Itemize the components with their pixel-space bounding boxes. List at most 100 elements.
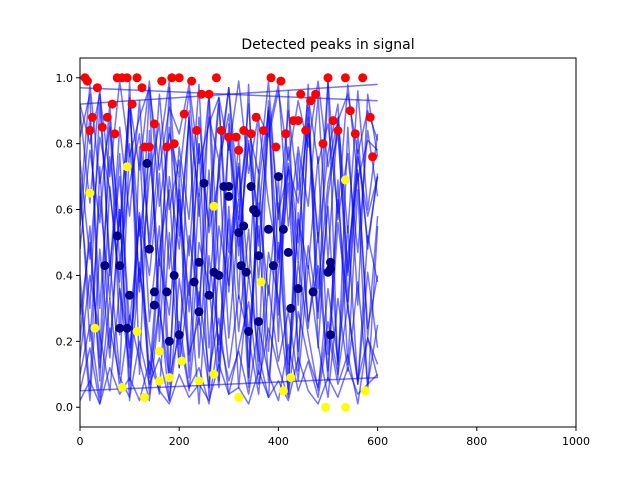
peak-marker-mid-8 bbox=[144, 244, 154, 254]
peak-marker-high-36 bbox=[281, 129, 291, 139]
peak-marker-high-10 bbox=[122, 73, 132, 83]
signal-line-13 bbox=[80, 80, 379, 178]
peak-markers bbox=[80, 73, 378, 412]
peak-marker-high-23 bbox=[197, 89, 206, 99]
peak-marker-mid-38 bbox=[278, 224, 288, 234]
peak-marker-mid-32 bbox=[251, 208, 261, 218]
peak-marker-high-25 bbox=[211, 73, 221, 83]
peak-marker-high-35 bbox=[276, 76, 286, 86]
peak-marker-mid-39 bbox=[283, 247, 293, 257]
peak-marker-high-5 bbox=[97, 122, 107, 132]
y-axis: 0.0 0.2 0.4 0.6 0.8 1.0 bbox=[56, 72, 80, 414]
x-tick-label-1: 200 bbox=[169, 435, 190, 448]
peak-marker-mid-29 bbox=[244, 327, 254, 336]
peak-marker-mid-17 bbox=[194, 307, 204, 317]
peak-marker-high-29 bbox=[239, 126, 249, 135]
peak-marker-mid-27 bbox=[239, 221, 249, 231]
peak-marker-mid-42 bbox=[308, 287, 318, 297]
peak-marker-low-20 bbox=[177, 356, 187, 366]
peak-marker-low-6 bbox=[154, 376, 164, 386]
peak-marker-high-24 bbox=[204, 89, 214, 99]
peak-marker-high-13 bbox=[137, 83, 147, 93]
peak-marker-low-9 bbox=[209, 369, 219, 379]
signal-line-20 bbox=[80, 376, 378, 392]
peak-marker-mid-25 bbox=[234, 228, 244, 238]
peak-marker-high-7 bbox=[107, 99, 117, 109]
peak-marker-low-12 bbox=[278, 386, 288, 396]
peak-marker-high-41 bbox=[311, 89, 321, 99]
peak-marker-low-5 bbox=[140, 392, 149, 402]
peak-marker-low-1 bbox=[85, 188, 95, 198]
peak-marker-mid-14 bbox=[174, 330, 184, 340]
peak-marker-high-20 bbox=[179, 109, 189, 119]
x-tick-label-5: 1000 bbox=[562, 435, 590, 448]
peak-marker-high-32 bbox=[259, 126, 268, 135]
peak-marker-mid-28 bbox=[241, 267, 251, 277]
chart-title: Detected peaks in signal bbox=[241, 37, 414, 53]
peak-marker-low-4 bbox=[132, 327, 142, 336]
peak-marker-high-12 bbox=[132, 73, 142, 83]
peak-marker-mid-11 bbox=[162, 287, 172, 297]
peak-marker-mid-7 bbox=[125, 290, 135, 300]
peak-marker-mid-41 bbox=[293, 284, 303, 294]
peak-marker-high-45 bbox=[333, 126, 343, 135]
peak-marker-mid-35 bbox=[264, 224, 273, 234]
peak-marker-low-13 bbox=[286, 373, 296, 383]
peak-marker-high-16 bbox=[157, 76, 167, 86]
peak-marker-high-28 bbox=[231, 132, 241, 142]
peak-marker-high-31 bbox=[251, 112, 261, 122]
peak-marker-high-50 bbox=[365, 112, 375, 122]
y-tick-label-2: 0.4 bbox=[56, 269, 74, 282]
peak-marker-mid-23 bbox=[224, 191, 234, 201]
peak-marker-mid-5 bbox=[115, 323, 125, 333]
peak-marker-mid-46 bbox=[326, 330, 335, 340]
peak-marker-high-57 bbox=[293, 116, 303, 126]
signal-line-3 bbox=[80, 83, 379, 376]
peak-marker-low-19 bbox=[209, 201, 219, 211]
peak-marker-high-42 bbox=[318, 139, 328, 149]
signal-line-2 bbox=[80, 146, 379, 402]
peak-marker-high-39 bbox=[301, 126, 311, 135]
peak-marker-high-2 bbox=[82, 76, 92, 86]
x-tick-label-3: 600 bbox=[367, 435, 388, 448]
peak-marker-low-15 bbox=[340, 402, 350, 412]
x-tick-label-2: 400 bbox=[268, 435, 289, 448]
signal-line-7 bbox=[80, 83, 379, 310]
peak-marker-mid-13 bbox=[169, 270, 179, 280]
peak-marker-high-34 bbox=[271, 142, 281, 152]
peak-marker-mid-6 bbox=[122, 323, 132, 333]
peak-marker-low-7 bbox=[164, 373, 174, 383]
peak-marker-high-52 bbox=[85, 126, 95, 135]
signal-line-16 bbox=[80, 142, 379, 379]
peak-marker-mid-24 bbox=[224, 182, 234, 191]
peak-marker-mid-12 bbox=[164, 336, 174, 346]
y-tick-label-3: 0.6 bbox=[56, 204, 74, 217]
peak-marker-high-56 bbox=[234, 145, 244, 155]
peak-marker-high-22 bbox=[192, 126, 202, 135]
peak-marker-high-33 bbox=[266, 73, 276, 83]
peak-marker-mid-21 bbox=[214, 270, 224, 280]
peak-marker-mid-10 bbox=[149, 300, 159, 310]
peak-marker-low-11 bbox=[256, 277, 266, 287]
peak-marker-mid-44 bbox=[326, 264, 335, 274]
peak-marker-low-17 bbox=[360, 386, 370, 396]
signal-line-9 bbox=[80, 103, 379, 296]
signal-line-17 bbox=[80, 357, 379, 405]
peak-marker-mid-40 bbox=[286, 303, 296, 313]
peak-marker-high-4 bbox=[92, 83, 102, 93]
peak-marker-high-18 bbox=[167, 73, 177, 83]
peak-marker-mid-2 bbox=[112, 231, 122, 241]
peak-marker-high-54 bbox=[140, 142, 149, 152]
peak-marker-mid-9 bbox=[149, 287, 159, 297]
x-axis: 0 200 400 600 800 1000 bbox=[77, 427, 590, 448]
peak-marker-high-30 bbox=[246, 129, 256, 139]
peak-marker-mid-16 bbox=[194, 257, 204, 267]
peak-marker-high-11 bbox=[127, 99, 137, 109]
peak-marker-mid-34 bbox=[254, 317, 264, 327]
y-tick-label-0: 0.0 bbox=[56, 401, 74, 414]
peak-marker-mid-19 bbox=[204, 290, 214, 300]
peak-marker-high-43 bbox=[323, 73, 333, 83]
signal-line-19 bbox=[80, 86, 378, 102]
peak-marker-high-21 bbox=[187, 76, 197, 86]
